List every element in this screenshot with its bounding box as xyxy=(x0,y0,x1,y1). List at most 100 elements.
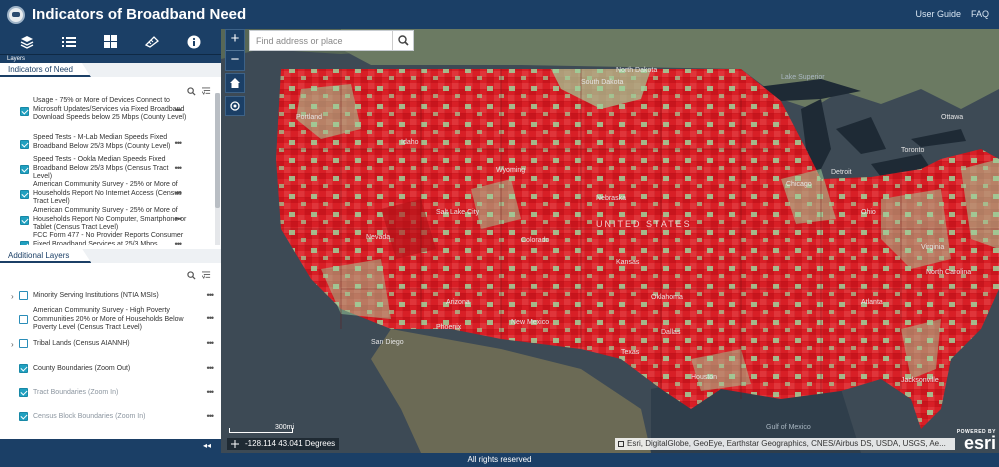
layer-label: Tribal Lands (Census AIANNH) xyxy=(33,340,130,347)
layer-checkbox[interactable] xyxy=(20,190,29,199)
additional-section-tools xyxy=(187,271,211,280)
map-label: Dallas xyxy=(661,329,681,336)
coordinate-readout: -128.114 43.041 Degrees xyxy=(227,438,340,450)
map-label: Gulf of Mexico xyxy=(766,424,811,431)
map-label: Colorado xyxy=(521,237,550,244)
user-guide-link[interactable]: User Guide xyxy=(915,9,961,19)
map-label: Jacksonville xyxy=(901,377,939,384)
list-item[interactable]: American Community Survey - 25% or More … xyxy=(0,207,189,233)
list-item[interactable]: American Community Survey - 25% or More … xyxy=(0,181,189,207)
more-options-icon[interactable]: ••• xyxy=(174,239,183,245)
more-options-icon[interactable]: ••• xyxy=(174,214,183,224)
layer-checkbox[interactable] xyxy=(19,364,28,373)
map-label: Detroit xyxy=(831,169,852,176)
layer-checkbox[interactable] xyxy=(19,339,28,348)
list-item[interactable]: Speed Tests - M-Lab Median Speeds Fixed … xyxy=(0,134,189,151)
list-icon[interactable] xyxy=(58,32,80,52)
map-canvas[interactable] xyxy=(221,29,999,453)
map-label: Toronto xyxy=(901,147,925,154)
more-options-icon[interactable]: ••• xyxy=(174,138,183,148)
panel-toolbar xyxy=(0,29,221,54)
list-item[interactable]: › Minority Serving Institutions (NTIA MS… xyxy=(0,290,221,302)
map-label: Lake Superior xyxy=(781,74,825,81)
layer-checkbox[interactable] xyxy=(20,216,29,225)
map-label: Houston xyxy=(691,374,718,381)
layer-label: Minority Serving Institutions (NTIA MSIs… xyxy=(33,292,159,299)
panel-collapse-bar: ◂◂ xyxy=(0,439,221,453)
layer-checkbox[interactable] xyxy=(19,315,28,324)
need-section-title: Indicators of Need xyxy=(0,63,91,77)
map-label: Ottawa xyxy=(941,114,964,121)
layer-checkbox[interactable] xyxy=(20,140,29,149)
layer-label: Tract Boundaries (Zoom In) xyxy=(33,389,119,396)
list-item[interactable]: FCC Form 477 - No Provider Reports Consu… xyxy=(0,232,189,245)
more-options-icon[interactable]: ••• xyxy=(206,387,215,397)
measure-icon[interactable] xyxy=(141,32,163,52)
more-options-icon[interactable]: ••• xyxy=(206,363,215,373)
more-options-icon[interactable]: ••• xyxy=(206,338,215,348)
layer-label: Speed Tests - M-Lab Median Speeds Fixed … xyxy=(33,134,171,150)
scrollbar-thumb[interactable] xyxy=(215,93,220,208)
search-input[interactable] xyxy=(250,31,393,50)
more-options-icon[interactable]: ••• xyxy=(174,188,183,198)
search-icon xyxy=(397,35,409,46)
list-item[interactable]: Tract Boundaries (Zoom In) ••• xyxy=(0,387,221,399)
powered-by-label: POWERED BY xyxy=(956,429,996,435)
map-label: Kansas xyxy=(616,259,640,266)
filter-icon[interactable] xyxy=(202,87,211,96)
scale-bar xyxy=(229,428,293,433)
layer-label: American Community Survey - 25% or More … xyxy=(33,181,182,205)
crosshair-icon[interactable] xyxy=(231,440,239,448)
list-item[interactable]: › Tribal Lands (Census AIANNH) ••• xyxy=(0,338,221,350)
map-view[interactable]: South Dakota North Dakota Portland Idaho… xyxy=(221,29,999,453)
layer-checkbox[interactable] xyxy=(19,291,28,300)
need-section-tools xyxy=(187,87,211,96)
layer-label: Usage - 75% or More of Devices Connect t… xyxy=(33,97,187,121)
collapse-panel-icon[interactable]: ◂◂ xyxy=(202,441,211,450)
info-icon[interactable] xyxy=(183,32,205,52)
more-options-icon[interactable]: ••• xyxy=(206,411,215,421)
layer-checkbox[interactable] xyxy=(19,412,28,421)
map-label: Nebraska xyxy=(596,195,626,202)
layer-checkbox[interactable] xyxy=(20,241,29,245)
more-options-icon[interactable]: ••• xyxy=(206,290,215,300)
search-icon[interactable] xyxy=(187,271,196,280)
map-label: Virginia xyxy=(921,244,945,251)
home-button[interactable] xyxy=(225,73,245,93)
list-item[interactable]: American Community Survey - High Poverty… xyxy=(0,307,221,333)
map-label: Oklahoma xyxy=(651,294,683,301)
more-options-icon[interactable]: ••• xyxy=(174,105,183,115)
list-item[interactable]: County Boundaries (Zoom Out) ••• xyxy=(0,363,221,375)
layer-label: American Community Survey - High Poverty… xyxy=(33,307,184,331)
list-item[interactable]: Usage - 75% or More of Devices Connect t… xyxy=(0,97,189,123)
layer-label: American Community Survey - 25% or More … xyxy=(33,207,187,231)
more-options-icon[interactable]: ••• xyxy=(206,313,215,323)
locate-button[interactable] xyxy=(225,96,245,116)
list-item[interactable]: Census Block Boundaries (Zoom In) ••• xyxy=(0,411,221,423)
expand-caret-icon[interactable]: › xyxy=(11,339,14,349)
expand-caret-icon[interactable]: › xyxy=(11,291,14,301)
esri-logo: POWERED BY esri xyxy=(956,429,996,452)
layer-checkbox[interactable] xyxy=(19,388,28,397)
grid-icon[interactable] xyxy=(99,32,121,52)
zoom-out-button[interactable]: − xyxy=(226,50,244,70)
map-label: Chicago xyxy=(786,181,812,188)
list-item[interactable]: Speed Tests - Ookla Median Speeds Fixed … xyxy=(0,156,189,182)
need-layer-list: Usage - 75% or More of Devices Connect t… xyxy=(0,93,214,245)
faq-link[interactable]: FAQ xyxy=(970,9,989,19)
layer-checkbox[interactable] xyxy=(20,107,29,116)
attribution-text: Esri, DigitalGlobe, GeoEye, Earthstar Ge… xyxy=(627,439,946,448)
filter-icon[interactable] xyxy=(202,271,211,280)
additional-section-title: Additional Layers xyxy=(0,249,92,263)
layers-icon[interactable] xyxy=(16,32,38,52)
layer-checkbox[interactable] xyxy=(20,165,29,174)
need-list-scrollbar[interactable] xyxy=(215,93,220,245)
more-options-icon[interactable]: ••• xyxy=(174,163,183,173)
layer-label: County Boundaries (Zoom Out) xyxy=(33,365,131,372)
map-label: Arizona xyxy=(446,299,470,306)
search-icon[interactable] xyxy=(187,87,196,96)
attribution-toggle-icon[interactable] xyxy=(618,441,624,447)
search-button[interactable] xyxy=(392,31,413,50)
map-label: San Diego xyxy=(371,339,404,346)
zoom-in-button[interactable]: + xyxy=(230,30,240,47)
